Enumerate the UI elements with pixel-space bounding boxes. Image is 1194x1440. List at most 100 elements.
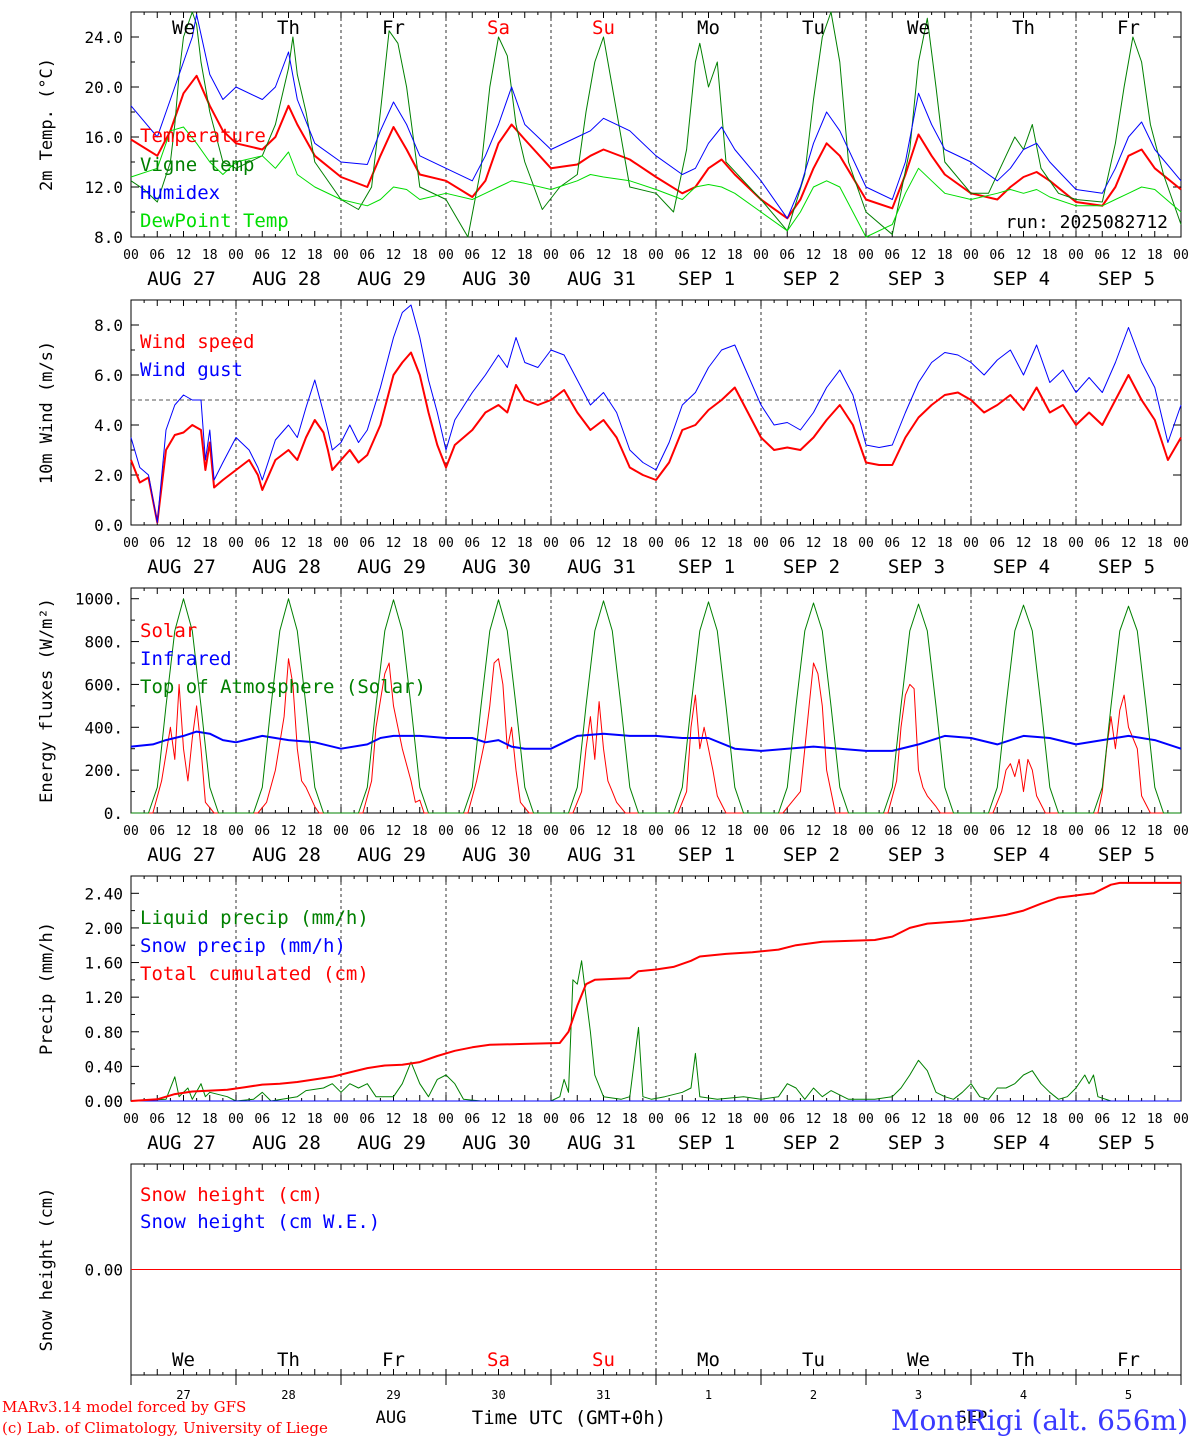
y-tick-label: 1.20 xyxy=(84,988,123,1007)
series-line-wind-gust xyxy=(130,304,1182,523)
panel-frame xyxy=(130,299,1182,526)
hour-label: 18 xyxy=(937,824,953,839)
hour-label: 18 xyxy=(1147,248,1163,263)
hour-label: 12 xyxy=(176,1112,192,1127)
day-label: Su xyxy=(592,17,615,39)
hour-label: 06 xyxy=(254,248,270,263)
hour-label: 06 xyxy=(464,536,480,551)
hour-label: 12 xyxy=(806,248,822,263)
panel-1 xyxy=(130,11,1182,238)
hour-label: 18 xyxy=(832,1112,848,1127)
date-label: AUG 30 xyxy=(462,844,531,866)
hour-label: 18 xyxy=(412,824,428,839)
date-label: AUG 31 xyxy=(567,1132,636,1154)
hour-label: 00 xyxy=(333,536,349,551)
date-label: SEP 5 xyxy=(1098,268,1155,290)
date-label: SEP 1 xyxy=(678,268,735,290)
day-label: Fr xyxy=(382,17,405,39)
day-label: Fr xyxy=(1117,17,1140,39)
hour-label: 00 xyxy=(648,248,664,263)
hour-label: 12 xyxy=(386,248,402,263)
date-label: AUG 30 xyxy=(462,1132,531,1154)
y-tick-label: 0. xyxy=(104,804,123,823)
hour-label: 06 xyxy=(884,824,900,839)
legend-entry: Total cumulated (cm) xyxy=(140,963,369,985)
hour-label: 00 xyxy=(123,248,139,263)
legend-entry: Snow height (cm W.E.) xyxy=(140,1211,380,1233)
date-label: SEP 2 xyxy=(783,844,840,866)
hour-label: 00 xyxy=(123,824,139,839)
hour-label: 12 xyxy=(1016,824,1032,839)
hour-label: 12 xyxy=(806,1112,822,1127)
hour-label: 12 xyxy=(491,536,507,551)
day-label: Fr xyxy=(382,1349,405,1371)
date-label: AUG 29 xyxy=(357,556,426,578)
hour-label: 00 xyxy=(333,248,349,263)
day-label: Tu xyxy=(802,17,825,39)
hour-label: 06 xyxy=(674,1112,690,1127)
hour-label: 00 xyxy=(963,824,979,839)
legend-entry: Liquid precip (mm/h) xyxy=(140,907,369,929)
hour-label: 00 xyxy=(648,1112,664,1127)
hour-label: 06 xyxy=(569,1112,585,1127)
hour-label: 00 xyxy=(1173,248,1189,263)
hour-label: 12 xyxy=(1121,536,1137,551)
hour-label: 18 xyxy=(727,824,743,839)
day-number: 31 xyxy=(596,1388,610,1402)
hour-label: 00 xyxy=(858,536,874,551)
hour-label: 06 xyxy=(1094,1112,1110,1127)
hour-label: 18 xyxy=(1042,824,1058,839)
hour-label: 00 xyxy=(1173,536,1189,551)
legend-entry: Humidex xyxy=(140,182,220,204)
hour-label: 00 xyxy=(438,536,454,551)
hour-label: 06 xyxy=(464,824,480,839)
series-line-dewpoint-temp xyxy=(130,126,1182,238)
month-label: AUG xyxy=(376,1408,407,1428)
y-tick-label: 2.00 xyxy=(84,919,123,938)
y-tick-label: 0.00 xyxy=(84,1261,123,1280)
day-label: Su xyxy=(592,1349,615,1371)
hour-label: 18 xyxy=(1042,248,1058,263)
date-label: AUG 31 xyxy=(567,556,636,578)
hour-label: 12 xyxy=(386,824,402,839)
hour-label: 00 xyxy=(333,824,349,839)
credit-line-1: MARv3.14 model forced by GFS xyxy=(2,1398,247,1416)
hour-label: 00 xyxy=(438,824,454,839)
y-tick-label: 0.0 xyxy=(94,516,123,535)
date-label: SEP 5 xyxy=(1098,844,1155,866)
legend-entry: Snow height (cm) xyxy=(140,1184,323,1206)
hour-label: 06 xyxy=(779,824,795,839)
date-label: SEP 2 xyxy=(783,268,840,290)
hour-label: 12 xyxy=(1016,248,1032,263)
hour-label: 18 xyxy=(622,248,638,263)
hour-label: 18 xyxy=(517,1112,533,1127)
y-axis-title: Snow height (cm) xyxy=(37,1188,57,1352)
hour-label: 12 xyxy=(491,1112,507,1127)
hour-label: 00 xyxy=(648,824,664,839)
hour-label: 18 xyxy=(622,1112,638,1127)
date-label: SEP 2 xyxy=(783,1132,840,1154)
y-tick-label: 200. xyxy=(84,761,123,780)
hour-label: 12 xyxy=(596,248,612,263)
y-tick-label: 0.40 xyxy=(84,1057,123,1076)
day-label: Sa xyxy=(487,17,510,39)
y-tick-label: 24.0 xyxy=(84,28,123,47)
hour-label: 18 xyxy=(307,248,323,263)
panel-frame xyxy=(130,587,1182,814)
date-label: AUG 31 xyxy=(567,268,636,290)
date-label: SEP 3 xyxy=(888,1132,945,1154)
hour-label: 18 xyxy=(727,536,743,551)
hour-label: 18 xyxy=(202,248,218,263)
y-tick-label: 8.0 xyxy=(94,228,123,247)
day-label: We xyxy=(172,1349,195,1371)
hour-label: 06 xyxy=(674,248,690,263)
legend-entry: Snow precip (mm/h) xyxy=(140,935,346,957)
hour-label: 00 xyxy=(1068,824,1084,839)
date-label: AUG 28 xyxy=(252,844,321,866)
hour-label: 18 xyxy=(622,536,638,551)
day-number: 27 xyxy=(176,1388,190,1402)
hour-label: 12 xyxy=(701,1112,717,1127)
date-label: SEP 2 xyxy=(783,556,840,578)
panel-frame xyxy=(130,11,1182,238)
hour-label: 18 xyxy=(517,824,533,839)
